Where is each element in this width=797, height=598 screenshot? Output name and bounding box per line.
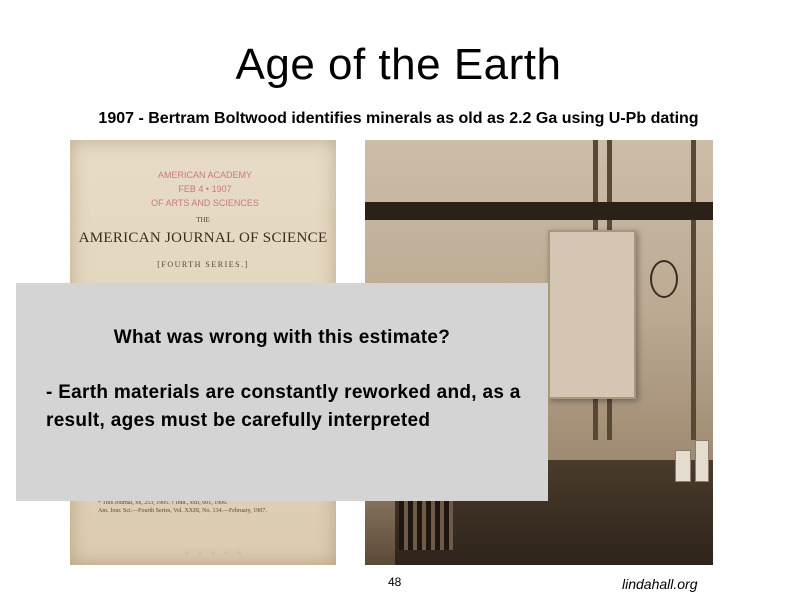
lab-cabinet	[548, 230, 636, 399]
answer-text: - Earth materials are constantly reworke…	[46, 382, 521, 431]
image-credit: lindahall.org	[622, 576, 698, 592]
journal-name: AMERICAN JOURNAL OF SCIENCE	[78, 230, 328, 246]
question-overlay: What was wrong with this estimate? - Ear…	[16, 283, 548, 501]
slide-subtitle: 1907 - Bertram Boltwood identifies miner…	[98, 110, 699, 127]
slide-number: 48	[388, 575, 402, 589]
journal-the: THE	[196, 216, 210, 224]
journal-footnote: * This Journal, xx, 253, 1905. † Ibid., …	[98, 500, 228, 506]
library-stamp: AMERICAN ACADEMY FEB 4 • 1907 OF ARTS AN…	[151, 170, 259, 208]
decorative-dots	[185, 542, 250, 560]
journal-footnote-citation: Am. Jour. Sci.—Fourth Series, Vol. XXIII…	[98, 508, 267, 514]
question-text: What was wrong with this estimate?	[113, 327, 451, 348]
slide-title: Age of the Earth	[235, 40, 562, 89]
journal-series: [FOURTH SERIES.]	[157, 260, 249, 269]
